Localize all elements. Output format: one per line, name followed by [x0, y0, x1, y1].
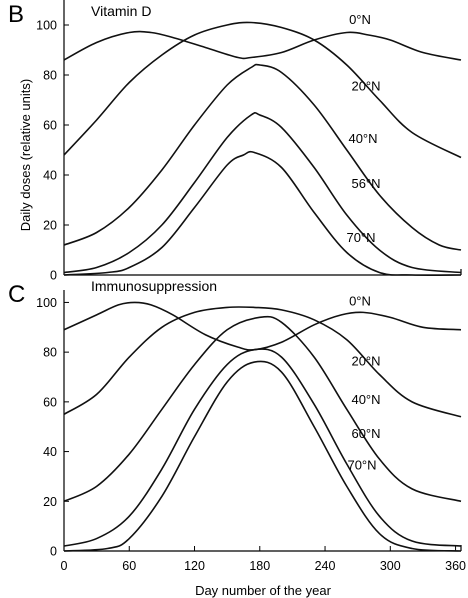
series-label: 70°N: [346, 230, 375, 245]
y-tick-label: 80: [43, 346, 57, 360]
chart-panel-c: C Immunosuppression Day number of the ye…: [8, 278, 466, 598]
y-axis: 0 20 40 60 80 100: [36, 290, 69, 559]
series-label: 20°N: [351, 79, 380, 94]
y-tick-label: 0: [50, 545, 57, 559]
series-label: 20°N: [351, 353, 380, 368]
series-line-40N: [63, 315, 462, 503]
x-tick-label: 300: [380, 559, 401, 573]
x-axis-title: Day number of the year: [195, 583, 332, 598]
y-axis: 0 20 40 60 80 100: [36, 0, 69, 283]
series-label: 70°N: [347, 457, 376, 472]
x-axis: 0 60 120 180 240 300 360: [61, 545, 466, 573]
panel-letter: C: [8, 281, 25, 308]
x-tick-label: 0: [61, 559, 68, 573]
x-tick-label: 360: [445, 559, 466, 573]
series-line-70N: [63, 360, 462, 552]
series-label: 40°N: [348, 131, 377, 146]
y-tick-label: 40: [43, 169, 57, 183]
series-label: 40°N: [351, 392, 380, 407]
series-line-20N: [63, 21, 462, 159]
series-lines: [63, 21, 462, 276]
y-tick-label: 20: [43, 219, 57, 233]
chart-panel-b: B Vitamin D Daily doses (relative units)…: [8, 0, 462, 283]
y-axis-title: Daily doses (relative units): [18, 79, 33, 231]
y-tick-label: 100: [36, 296, 57, 310]
x-tick-label: 120: [184, 559, 205, 573]
series-label: 0°N: [349, 12, 371, 27]
y-tick-label: 100: [36, 19, 57, 33]
series-line-40N: [63, 63, 462, 251]
y-tick-label: 80: [43, 69, 57, 83]
series-lines: [63, 301, 462, 552]
series-line-0N: [63, 301, 462, 351]
x-tick-label: 60: [122, 559, 136, 573]
y-tick-label: 20: [43, 495, 57, 509]
series-line-20N: [63, 306, 462, 418]
chart-title: Immunosuppression: [91, 278, 217, 294]
y-tick-label: 0: [50, 269, 57, 283]
x-tick-label: 180: [249, 559, 270, 573]
chart-title: Vitamin D: [91, 3, 151, 19]
x-tick-label: 240: [315, 559, 336, 573]
series-line-0N: [63, 30, 462, 61]
series-line-70N: [63, 150, 462, 276]
y-tick-label: 40: [43, 445, 57, 459]
series-label: 0°N: [349, 294, 371, 309]
series-label: 56°N: [351, 176, 380, 191]
series-line-56N: [63, 112, 462, 274]
y-tick-label: 60: [43, 395, 57, 409]
panel-letter: B: [8, 1, 24, 28]
series-labels: 0°N 20°N 40°N 56°N 70°N: [346, 12, 380, 245]
series-labels: 0°N 20°N 40°N 60°N 70°N: [347, 294, 380, 473]
series-label: 60°N: [351, 426, 380, 441]
y-tick-label: 60: [43, 119, 57, 133]
series-line-60N: [63, 348, 462, 547]
